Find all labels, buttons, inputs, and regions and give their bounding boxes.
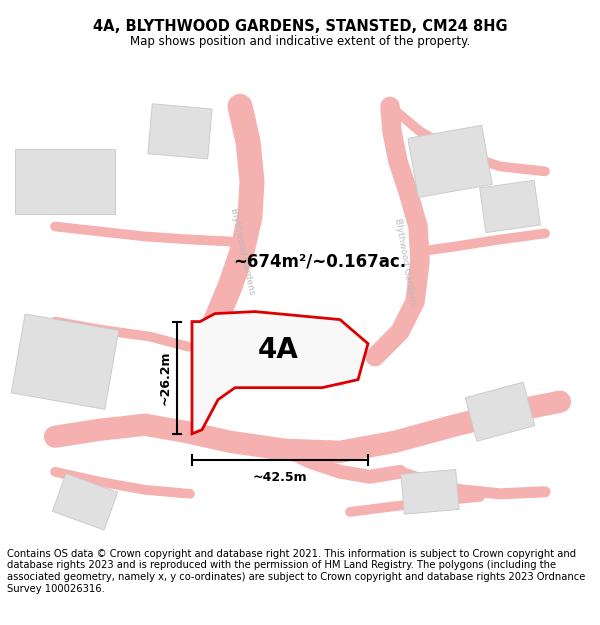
Polygon shape — [11, 314, 119, 409]
Polygon shape — [229, 320, 311, 383]
Polygon shape — [148, 104, 212, 159]
Polygon shape — [304, 347, 346, 386]
Text: ~26.2m: ~26.2m — [158, 351, 172, 405]
Polygon shape — [479, 180, 541, 232]
Text: ~42.5m: ~42.5m — [253, 471, 307, 484]
Text: 4A: 4A — [257, 336, 298, 364]
Polygon shape — [15, 149, 115, 214]
Text: Blythwood Gardens: Blythwood Gardens — [393, 217, 417, 306]
Text: ~674m²/~0.167ac.: ~674m²/~0.167ac. — [233, 253, 407, 271]
Text: 4A, BLYTHWOOD GARDENS, STANSTED, CM24 8HG: 4A, BLYTHWOOD GARDENS, STANSTED, CM24 8H… — [92, 19, 508, 34]
Polygon shape — [192, 312, 368, 434]
Polygon shape — [401, 469, 459, 514]
Polygon shape — [408, 125, 492, 198]
Polygon shape — [465, 382, 535, 441]
Text: Map shows position and indicative extent of the property.: Map shows position and indicative extent… — [130, 35, 470, 48]
Text: Blythwood Gardens: Blythwood Gardens — [229, 208, 257, 296]
Text: Contains OS data © Crown copyright and database right 2021. This information is : Contains OS data © Crown copyright and d… — [7, 549, 586, 594]
Polygon shape — [52, 474, 118, 530]
